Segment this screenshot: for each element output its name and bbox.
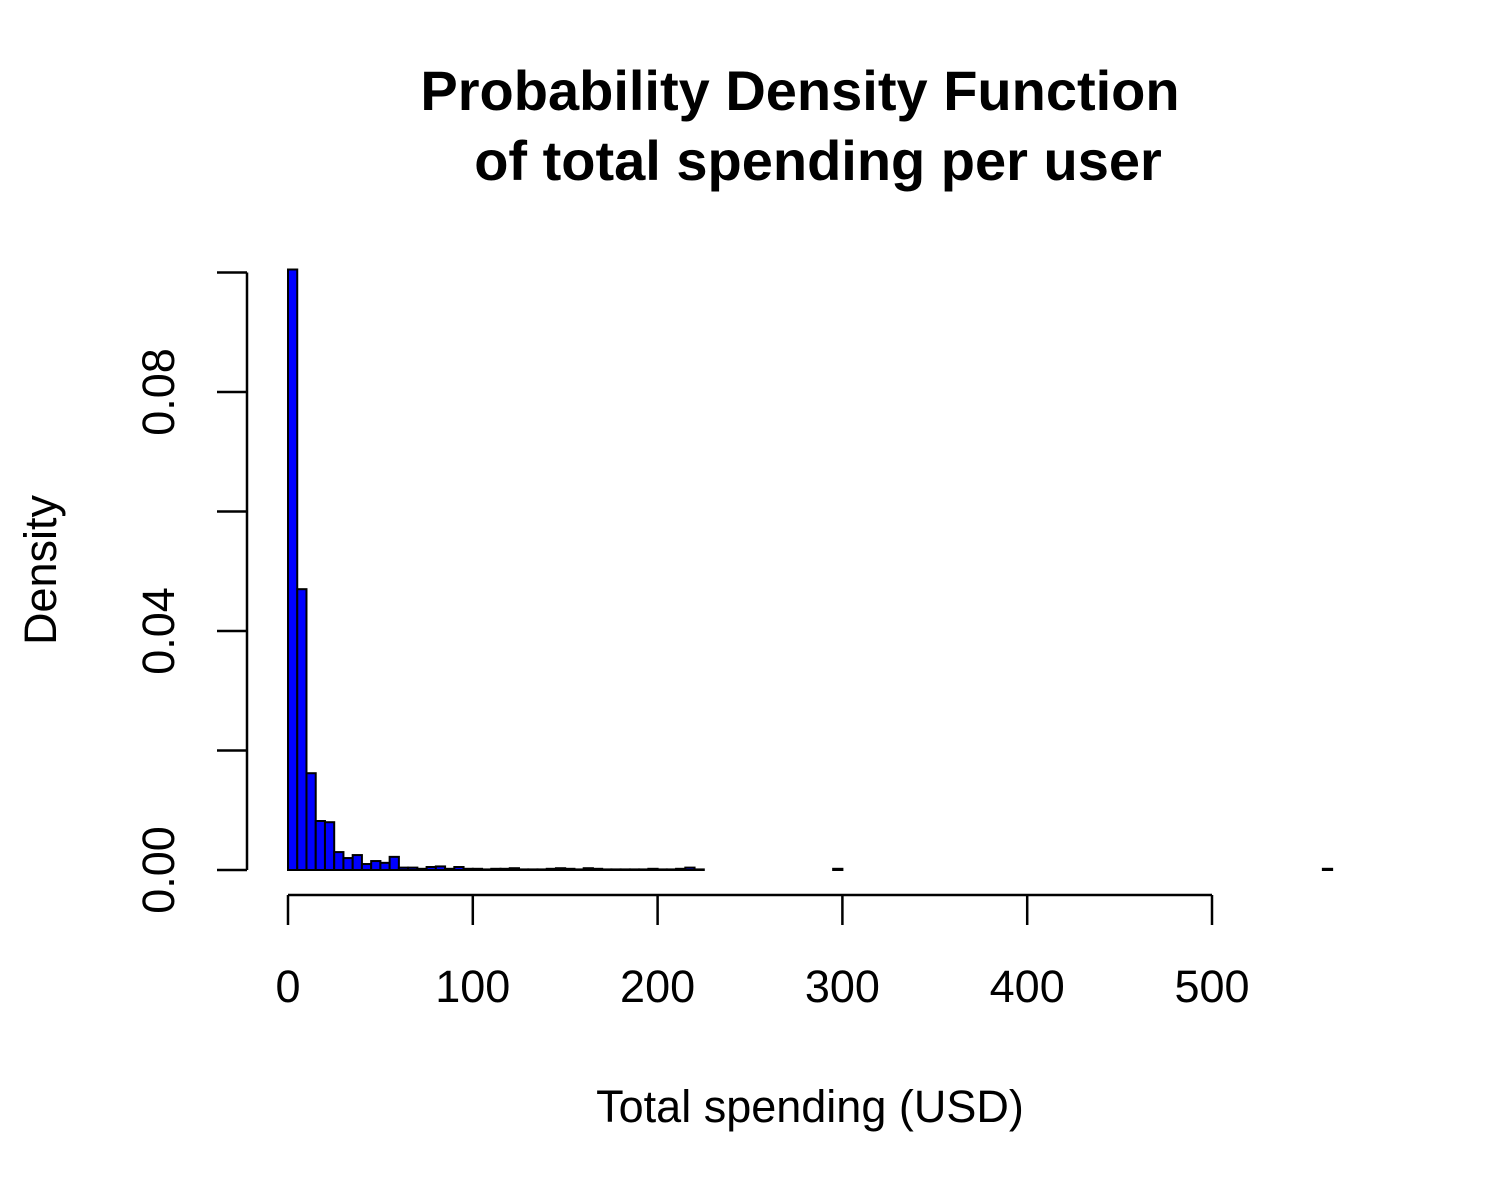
histogram-bar — [481, 868, 493, 872]
histogram-bar — [397, 866, 410, 871]
histogram-bar — [508, 867, 521, 872]
chart-title-line-2: of total spending per user — [474, 129, 1162, 192]
histogram-bar — [656, 868, 668, 872]
chart-title-line-1: Probability Density Function — [420, 59, 1179, 122]
histogram-bar — [684, 866, 696, 871]
histogram-bar — [619, 868, 631, 872]
x-tick-label: 500 — [1174, 961, 1249, 1012]
histogram-bar — [638, 868, 650, 872]
histogram-bars — [287, 268, 1334, 872]
x-tick-label: 0 — [275, 961, 300, 1012]
histogram-bar — [407, 866, 419, 871]
histogram-bar — [536, 868, 548, 872]
histogram-bar — [444, 867, 456, 871]
y-axis-label: Density — [15, 494, 66, 645]
x-axis: 0 100 200 300 400 500 — [275, 893, 1250, 1012]
histogram-bar — [333, 851, 345, 872]
histogram-bar — [1321, 867, 1334, 871]
chart-title: Probability Density Function of total sp… — [420, 59, 1179, 192]
y-tick-label: 0.08 — [133, 348, 184, 436]
histogram-bar — [832, 867, 844, 871]
x-tick-label: 400 — [990, 961, 1065, 1012]
histogram-bar — [518, 868, 530, 872]
x-tick-label: 100 — [435, 961, 510, 1012]
histogram-bar — [545, 867, 557, 871]
y-tick-label: 0.04 — [133, 587, 184, 675]
histogram-bar — [305, 772, 317, 872]
histogram-bar — [314, 820, 326, 872]
histogram-bar — [499, 867, 511, 871]
histogram-bar — [434, 865, 447, 871]
histogram-bar — [370, 860, 382, 871]
y-tick-label: 0.00 — [133, 826, 184, 914]
histogram-bar — [693, 868, 705, 872]
histogram-bar — [296, 588, 308, 871]
histogram-bar — [287, 268, 299, 871]
histogram-bar — [379, 861, 391, 872]
histogram-bar — [554, 867, 567, 872]
histogram-bar — [665, 868, 678, 872]
histogram-bar — [416, 867, 428, 871]
histogram-bar — [610, 868, 622, 872]
histogram-bar — [564, 867, 576, 871]
histogram-bar — [591, 867, 604, 871]
y-axis: 0.00 0.04 0.08 — [133, 271, 249, 914]
histogram-bar — [490, 867, 502, 871]
histogram-bar — [647, 867, 659, 871]
x-tick-label: 300 — [805, 961, 880, 1012]
x-axis-label: Total spending (USD) — [596, 1081, 1024, 1132]
histogram-bar — [462, 867, 474, 871]
histogram-bar — [351, 854, 363, 871]
histogram-bar — [527, 868, 539, 872]
histogram-bar — [582, 867, 594, 872]
histogram-bar — [323, 821, 336, 872]
histogram-bar — [628, 868, 641, 872]
histogram-bar — [601, 868, 613, 872]
histogram-bar — [388, 855, 400, 871]
histogram-bar — [675, 867, 687, 871]
histogram-bar — [425, 866, 437, 872]
x-tick-label: 200 — [620, 961, 695, 1012]
histogram-bar — [342, 857, 354, 871]
histogram-bar — [471, 867, 484, 871]
histogram-bar — [453, 866, 465, 872]
histogram-bar — [573, 868, 585, 872]
histogram-bar — [360, 863, 373, 872]
